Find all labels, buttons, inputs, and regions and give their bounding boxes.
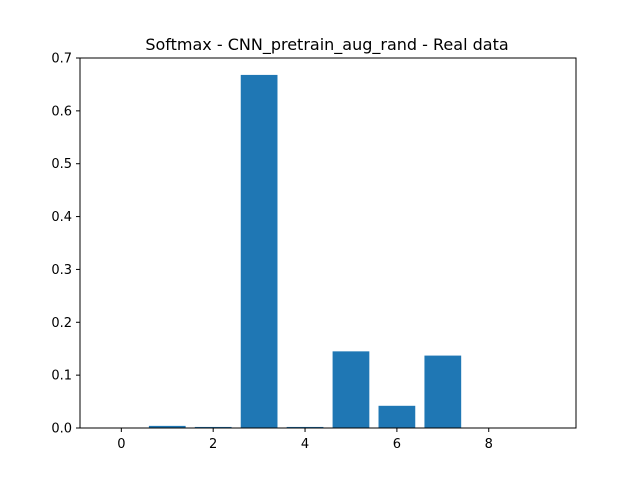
- chart-title: Softmax - CNN_pretrain_aug_rand - Real d…: [145, 35, 508, 55]
- y-tick-label: 0.1: [51, 369, 72, 384]
- x-tick-label: 0: [117, 437, 125, 452]
- y-tick-label: 0.0: [51, 422, 72, 437]
- bar-4: [286, 426, 324, 428]
- plot-frame: [79, 57, 577, 429]
- x-tick-label: 4: [301, 437, 309, 452]
- bar-6: [378, 405, 416, 428]
- y-tick-label: 0.3: [51, 263, 72, 278]
- y-tick-label: 0.7: [51, 52, 72, 67]
- x-axis: 0 2 4 6 8: [117, 428, 493, 452]
- y-tick-label: 0.5: [51, 157, 72, 172]
- y-tick-label: 0.4: [51, 210, 72, 225]
- bar-2: [194, 426, 232, 428]
- bars-group: [148, 74, 462, 429]
- bar-5: [332, 351, 370, 428]
- y-axis: 0.0 0.1 0.2 0.3 0.4 0.5 0.6 0.7: [51, 52, 80, 437]
- y-tick-label: 0.6: [51, 104, 72, 119]
- x-tick-label: 6: [393, 437, 401, 452]
- bar-3: [240, 74, 278, 429]
- x-tick-label: 2: [209, 437, 217, 452]
- y-tick-label: 0.2: [51, 316, 72, 331]
- x-tick-label: 8: [485, 437, 493, 452]
- bar-1: [148, 425, 186, 428]
- bar-7: [424, 355, 462, 428]
